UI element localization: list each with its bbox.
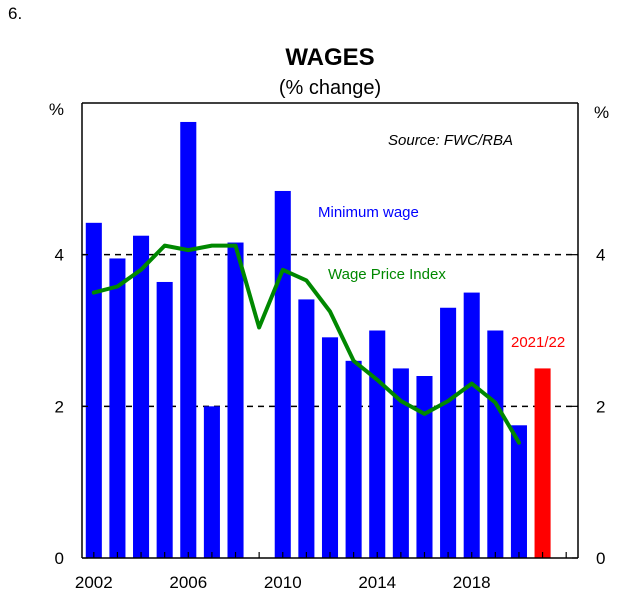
y-tick-label-right: 4 (596, 246, 605, 265)
axes (81, 102, 579, 559)
latest-bar-2021 (534, 368, 551, 558)
wage-price-index-line (91, 243, 521, 445)
minimum-wage-bar-2002 (85, 222, 102, 559)
bars (85, 121, 551, 559)
chart-subtitle: (% change) (278, 77, 382, 99)
minimum-wage-bar-2004 (133, 235, 150, 559)
minimum-wage-bar-2017 (440, 307, 457, 558)
minimum-wage-bar-2018 (463, 292, 480, 558)
chart-labels: 0 0 2 2 4 4% % 2002 2006 2010 2014 2018 Source: FWC/… (49, 100, 609, 592)
x-tick-label-2018: 2018 (453, 573, 491, 592)
chart-title: WAGES (285, 44, 375, 71)
x-tick-label-2002: 2002 (75, 573, 113, 592)
minimum-wage-bar-2011 (298, 299, 315, 558)
minimum-wage-bar-2012 (321, 337, 339, 558)
minimum-wage-bar-2020 (510, 425, 527, 558)
minimum-wage-label: Minimum wage (318, 204, 419, 221)
minimum-wage-bar-2016 (416, 376, 433, 558)
wage-price-index-line-group (91, 243, 521, 445)
minimum-wage-bar-2014 (369, 330, 386, 558)
x-tick-label-2014: 2014 (358, 573, 396, 592)
source-note: Source: FWC/RBA (388, 132, 513, 149)
y-tick-label-left: 0 (55, 549, 64, 568)
minimum-wage-bar-2003 (109, 258, 126, 558)
x-tick-label-2010: 2010 (264, 573, 302, 592)
minimum-wage-bar-2010 (274, 190, 291, 558)
latest-label: 2021/22 (511, 334, 565, 351)
minimum-wage-bar-2006 (180, 121, 197, 558)
y-tick-label-right: 2 (596, 397, 605, 416)
wage-price-index-label: Wage Price Index (328, 266, 446, 283)
minimum-wage-bar-2005 (156, 281, 173, 558)
y-tick-label-right: 0 (596, 549, 605, 568)
y-unit-right: % (594, 103, 609, 122)
minimum-wage-bar-2007 (203, 406, 220, 558)
minimum-wage-bar-2013 (345, 360, 362, 558)
minimum-wage-bar-2015 (392, 368, 409, 558)
figure-number: 6. (8, 4, 23, 23)
y-unit-left: % (49, 100, 64, 119)
minimum-wage-bar-2008 (227, 242, 244, 559)
y-tick-label-left: 2 (55, 397, 64, 416)
minimum-wage-bar-2019 (487, 330, 504, 558)
y-tick-label-left: 4 (55, 246, 64, 265)
x-tick-label-2006: 2006 (169, 573, 207, 592)
